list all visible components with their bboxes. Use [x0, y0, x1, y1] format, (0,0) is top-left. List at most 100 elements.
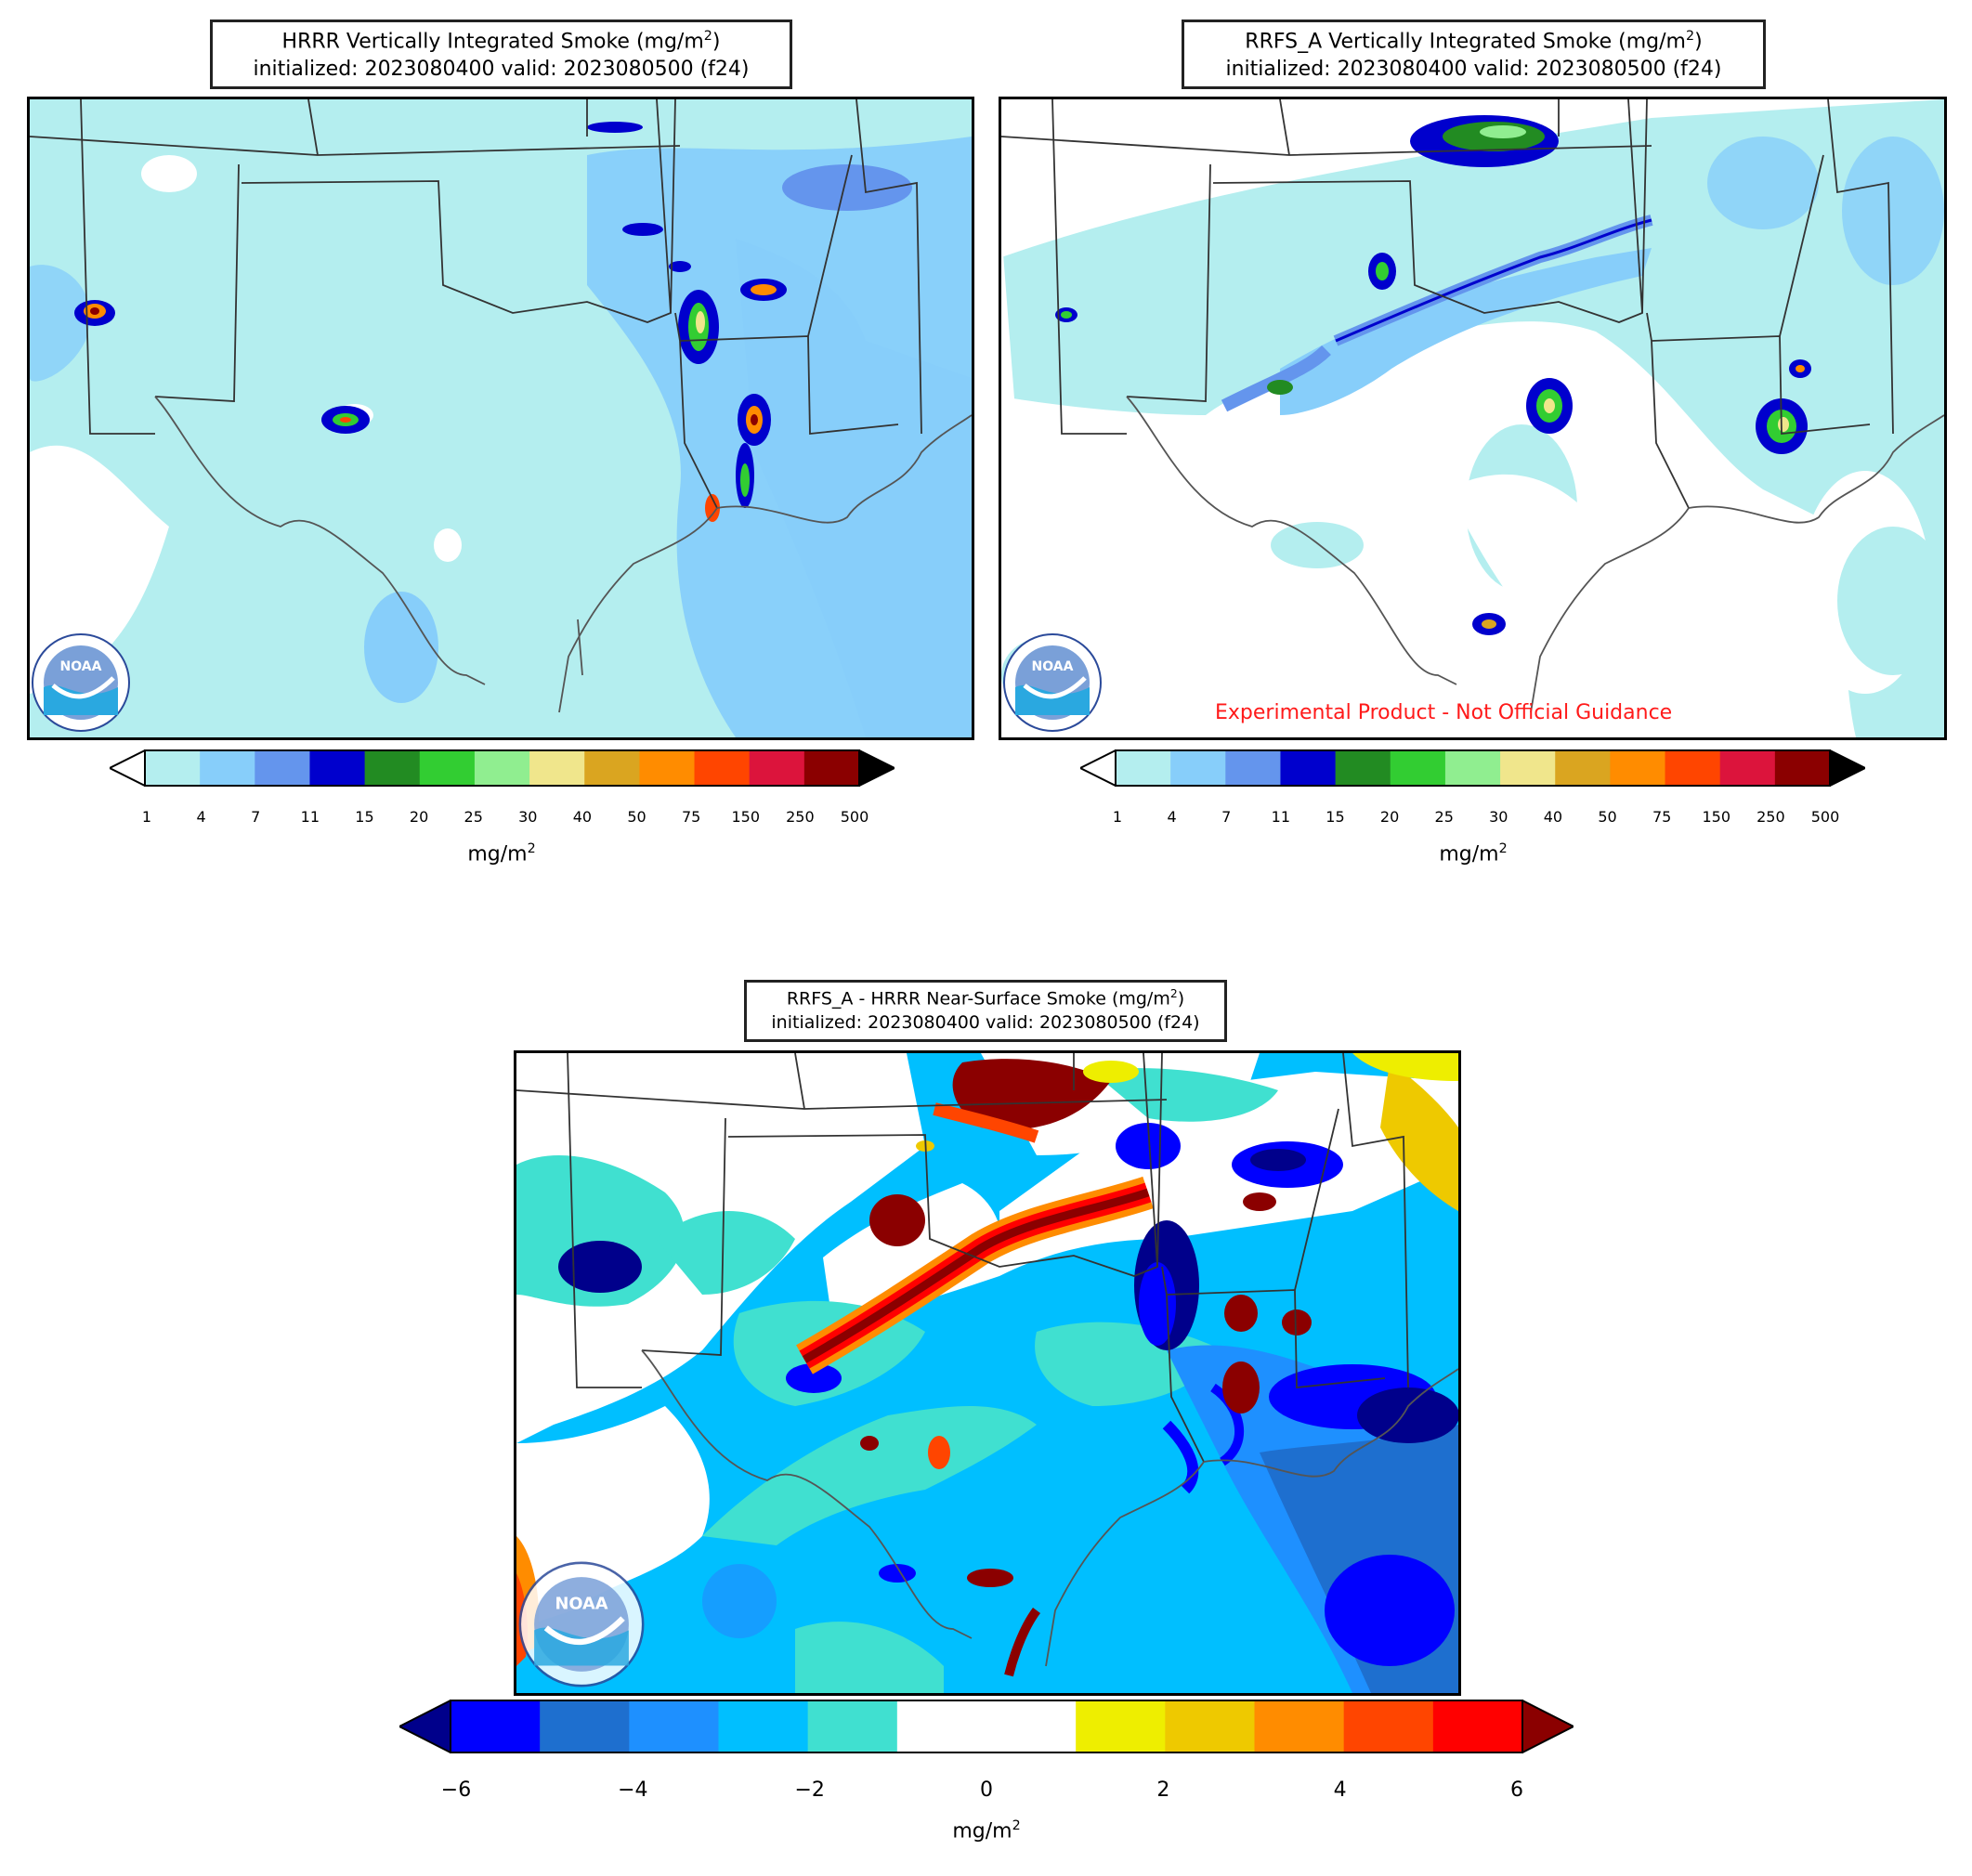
diff-colorbar-segment: [896, 1700, 987, 1752]
rrfs-colorbar-segment: [1444, 750, 1501, 786]
rrfs-colorbar-tick-label: 50: [1598, 808, 1617, 826]
rrfs-map-svg: [1001, 99, 1944, 737]
diff-colorbar-segment: [1076, 1700, 1166, 1752]
diff-map-svg: [516, 1053, 1458, 1693]
experimental-note: Experimental Product - Not Official Guid…: [1215, 701, 1673, 724]
rrfs-colorbar-segment: [1335, 750, 1391, 786]
hrrr-colorbar-segment: [364, 750, 421, 786]
rrfs-colorbar-tick-label: 7: [1221, 808, 1232, 826]
hrrr-title: HRRR Vertically Integrated Smoke (mg/m2)…: [210, 20, 792, 89]
hrrr-colorbar-tick-label: 1: [141, 808, 152, 826]
rrfs-colorbar-under-arrow: [1077, 749, 1117, 788]
rrfs-colorbar-tick-label: 15: [1326, 808, 1345, 826]
rrfs-title-line2: initialized: 2023080400 valid: 202308050…: [1225, 58, 1722, 82]
rrfs-colorbar-tick-label: 11: [1271, 808, 1291, 826]
hrrr-colorbar-segment: [584, 750, 640, 786]
hrrr-colorbar-tick-label: 11: [300, 808, 320, 826]
rrfs-colorbar-segment: [1390, 750, 1446, 786]
rrfs-colorbar-segment: [1280, 750, 1337, 786]
hrrr-colorbar-segment: [529, 750, 585, 786]
hrrr-colorbar-over-arrow: [858, 749, 897, 788]
diff-colorbar-tick-label: −6: [440, 1778, 472, 1802]
diff-colorbar-under-arrow: [397, 1699, 451, 1754]
hrrr-colorbar-tick-label: 50: [627, 808, 646, 826]
diff-map: NOAA: [514, 1050, 1461, 1696]
rrfs-colorbar-tick-label: 4: [1167, 808, 1177, 826]
hrrr-colorbar: [107, 749, 897, 788]
hrrr-colorbar-ticks: 1 4 7 11 15 20 25 30 40 50 75 150 250 500: [142, 808, 868, 830]
hrrr-colorbar-tick-label: 150: [731, 808, 761, 826]
rrfs-colorbar-over-arrow: [1829, 749, 1868, 788]
diff-colorbar-segment: [629, 1700, 719, 1752]
diff-colorbar-segment: [718, 1700, 809, 1752]
rrfs-title: RRFS_A Vertically Integrated Smoke (mg/m…: [1182, 20, 1766, 89]
diff-colorbar-segment: [1343, 1700, 1434, 1752]
rrfs-colorbar-tick-label: 20: [1379, 808, 1400, 826]
rrfs-colorbar-segment: [1719, 750, 1776, 786]
diff-colorbar: [397, 1699, 1576, 1754]
diff-colorbar-segment: [986, 1700, 1077, 1752]
hrrr-colorbar-under-arrow: [107, 749, 146, 788]
diff-colorbar-segment: [1254, 1700, 1345, 1752]
hrrr-title-line2: initialized: 2023080400 valid: 202308050…: [253, 58, 750, 82]
hrrr-colorbar-tick-label: 25: [464, 808, 483, 826]
hrrr-colorbar-segment: [803, 750, 860, 786]
diff-colorbar-svg: [397, 1699, 1576, 1754]
rrfs-colorbar-segment: [1225, 750, 1281, 786]
hrrr-colorbar-tick-label: 500: [840, 808, 869, 826]
svg-text:NOAA: NOAA: [60, 659, 102, 674]
hrrr-colorbar-tick-label: 30: [518, 808, 538, 826]
rrfs-colorbar-segment: [1170, 750, 1226, 786]
diff-colorbar-tick-label: 0: [980, 1778, 993, 1802]
hrrr-map: NOAA: [27, 97, 974, 740]
diff-colorbar-segment: [1165, 1700, 1255, 1752]
hrrr-colorbar-segment: [694, 750, 751, 786]
diff-colorbar-tick-label: −4: [618, 1778, 648, 1802]
rrfs-colorbar-svg: [1077, 749, 1868, 788]
hrrr-colorbar-tick-label: 7: [251, 808, 261, 826]
hrrr-colorbar-tick-label: 20: [409, 808, 429, 826]
rrfs-colorbar-segment: [1610, 750, 1666, 786]
rrfs-colorbar-tick-label: 500: [1810, 808, 1840, 826]
rrfs-colorbar-tick-label: 250: [1757, 808, 1785, 826]
hrrr-map-svg: [30, 99, 972, 737]
rrfs-colorbar-tick-label: 75: [1652, 808, 1672, 826]
diff-colorbar-segment: [451, 1700, 541, 1752]
rrfs-colorbar: [1077, 749, 1868, 788]
hrrr-colorbar-tick-label: 250: [786, 808, 815, 826]
hrrr-colorbar-segment: [309, 750, 366, 786]
diff-colorbar-tick-label: 6: [1510, 1778, 1523, 1802]
hrrr-colorbar-tick-label: 75: [681, 808, 701, 826]
noaa-logo-icon: NOAA: [1003, 633, 1102, 732]
diff-colorbar-tick-label: −2: [794, 1778, 825, 1802]
hrrr-colorbar-tick-label: 40: [572, 808, 593, 826]
diff-colorbar-over-arrow: [1521, 1699, 1576, 1754]
diff-colorbar-segment: [807, 1700, 898, 1752]
rrfs-colorbar-unit: mg/m2: [1439, 841, 1508, 866]
noaa-logo-icon: NOAA: [518, 1561, 645, 1687]
rrfs-colorbar-tick-label: 25: [1434, 808, 1454, 826]
diff-colorbar-tick-label: 2: [1156, 1778, 1170, 1802]
rrfs-colorbar-segment: [1774, 750, 1831, 786]
rrfs-map: NOAA Experimental Product - Not Official…: [999, 97, 1947, 740]
hrrr-colorbar-segment: [639, 750, 696, 786]
rrfs-colorbar-ticks: 1 4 7 11 15 20 25 30 40 50 75 150 250 500: [1113, 808, 1839, 830]
noaa-logo-icon: NOAA: [32, 633, 130, 732]
hrrr-colorbar-segment: [749, 750, 805, 786]
diff-title: RRFS_A - HRRR Near-Surface Smoke (mg/m2)…: [744, 980, 1227, 1042]
hrrr-colorbar-svg: [107, 749, 897, 788]
hrrr-colorbar-tick-label: 15: [355, 808, 374, 826]
hrrr-colorbar-segment: [200, 750, 255, 786]
diff-colorbar-segment: [1432, 1700, 1523, 1752]
diff-colorbar-unit: mg/m2: [952, 1818, 1021, 1843]
rrfs-colorbar-segment: [1500, 750, 1556, 786]
rrfs-colorbar-segment: [1116, 750, 1171, 786]
hrrr-colorbar-segment: [145, 750, 201, 786]
hrrr-colorbar-segment: [255, 750, 310, 786]
hrrr-colorbar-unit: mg/m2: [467, 841, 536, 866]
diff-colorbar-segment: [540, 1700, 630, 1752]
hrrr-colorbar-tick-label: 4: [196, 808, 206, 826]
rrfs-colorbar-tick-label: 1: [1112, 808, 1123, 826]
diff-colorbar-tick-label: 4: [1333, 1778, 1347, 1802]
rrfs-colorbar-tick-label: 30: [1489, 808, 1508, 826]
